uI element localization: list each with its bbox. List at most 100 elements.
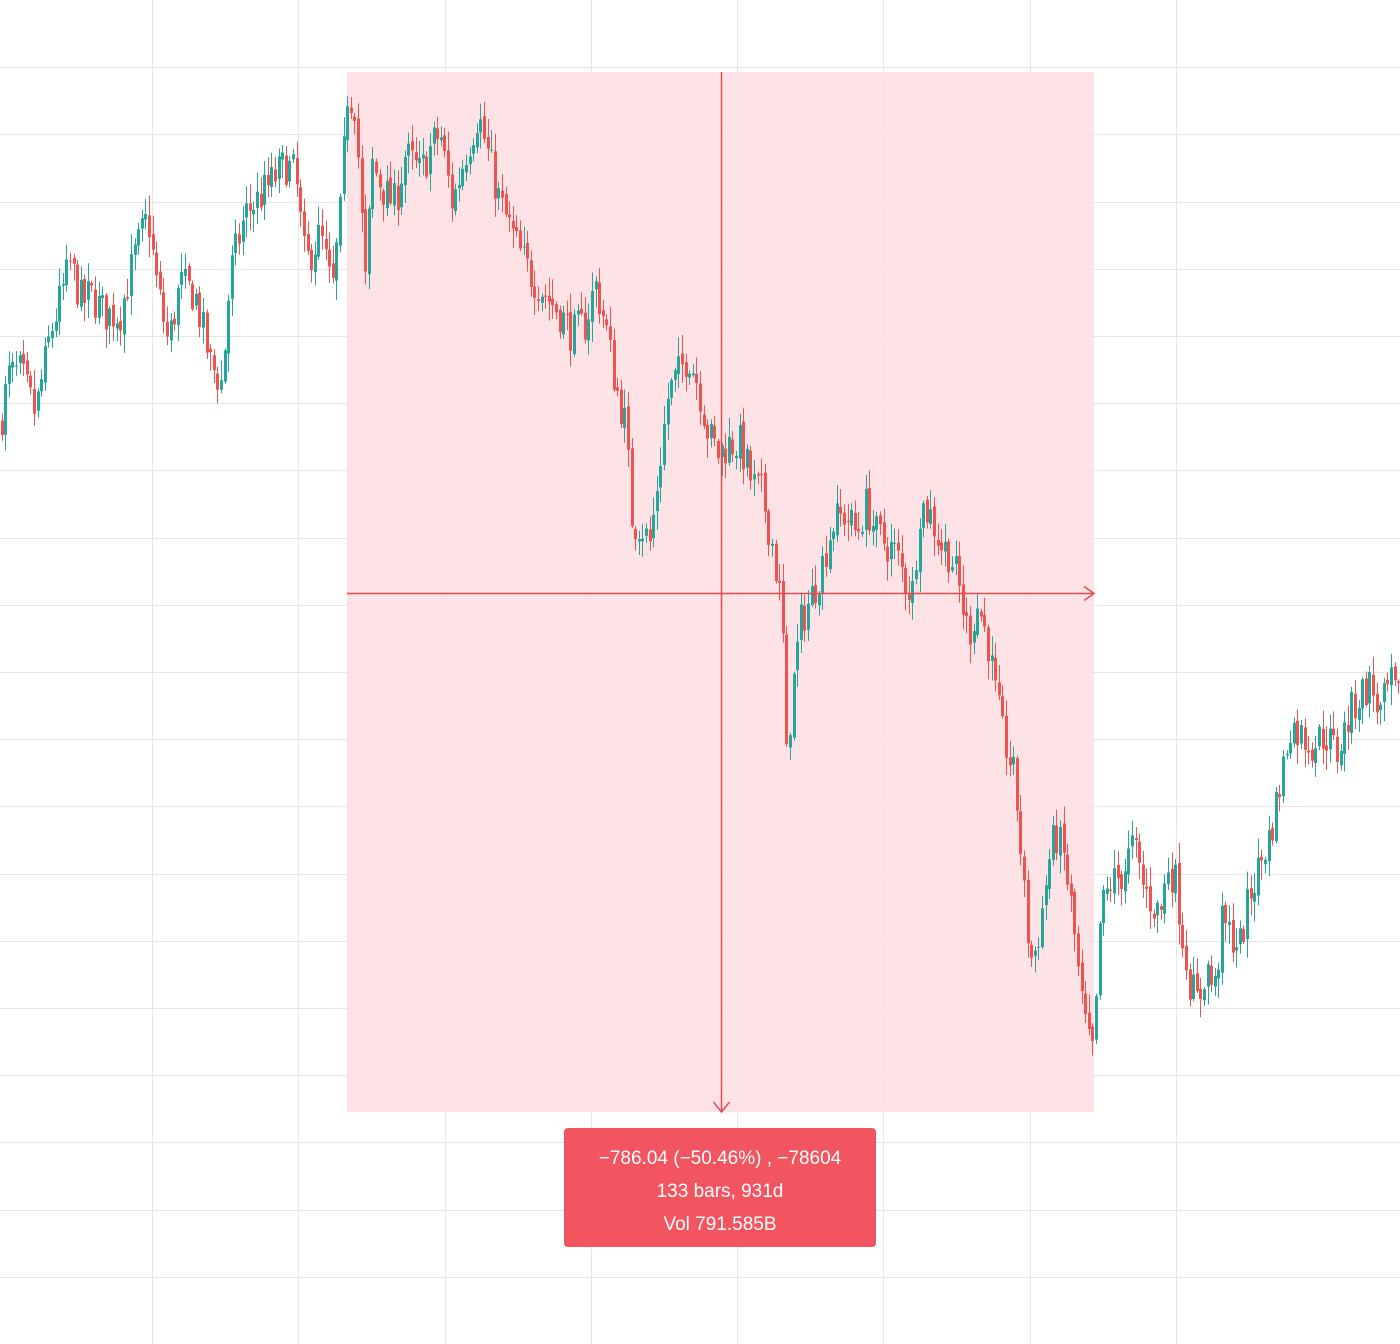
candle-body-down: [1307, 750, 1310, 753]
candle-body-up: [1037, 946, 1040, 948]
candle-body-up: [951, 567, 954, 571]
candle-body-up: [659, 466, 662, 488]
candle-body-up: [472, 145, 475, 154]
candle-body-up: [663, 424, 666, 465]
candle-body-down: [886, 546, 889, 562]
candle-body-up: [245, 203, 248, 218]
candle-body-up: [893, 542, 896, 544]
candle-body-up: [1264, 859, 1267, 865]
candle-body-up: [1293, 722, 1296, 744]
candle-body-down: [566, 314, 569, 316]
candle-body-up: [1289, 742, 1292, 754]
candle-body-up: [37, 391, 40, 411]
candle-body-up: [202, 312, 205, 328]
candle-body-down: [332, 263, 335, 278]
candle-body-down: [191, 283, 194, 309]
candle-body-up: [454, 189, 457, 212]
candle-body-down: [782, 580, 785, 634]
candle-body-down: [1, 420, 4, 435]
candle-body-down: [90, 283, 93, 286]
candle-body-up: [11, 361, 14, 368]
candle-body-up: [429, 146, 432, 175]
candle-body-up: [490, 149, 493, 151]
candle-body-down: [353, 116, 356, 121]
candle-body-up: [1221, 905, 1224, 973]
candle-body-down: [267, 174, 270, 186]
candle-body-up: [393, 183, 396, 206]
candle-body-down: [969, 615, 972, 645]
candle-body-down: [778, 580, 781, 583]
candle-body-down: [33, 388, 36, 414]
candle-body-up: [667, 398, 670, 425]
candle-body-up: [170, 320, 173, 341]
candle-body-up: [1228, 921, 1231, 925]
candle-body-down: [1325, 745, 1328, 751]
candle-body-down: [1394, 666, 1397, 681]
candle-body-up: [674, 370, 677, 380]
candle-body-down: [1081, 962, 1084, 992]
candle-body-down: [83, 279, 86, 303]
candle-body-up: [407, 143, 410, 156]
candle-body-up: [1300, 725, 1303, 744]
candle-body-down: [1084, 993, 1087, 1015]
candle-body-up: [404, 157, 407, 186]
candle-body-up: [1379, 704, 1382, 711]
candle-body-up: [44, 345, 47, 383]
candle-body-up: [386, 180, 389, 209]
candle-body-up: [343, 136, 346, 194]
candle-body-up: [292, 154, 295, 160]
candle-body-up: [739, 425, 742, 459]
candle-body-up: [177, 288, 180, 325]
candle-body-up: [51, 331, 54, 339]
candle-body-down: [1160, 906, 1163, 910]
candle-body-down: [825, 553, 828, 567]
candle-body-down: [425, 156, 428, 177]
candle-body-down: [1311, 749, 1314, 761]
candle-body-down: [1120, 874, 1123, 890]
candle-body-up: [1329, 728, 1332, 750]
candle-body-down: [303, 211, 306, 236]
candle-body-down: [159, 271, 162, 290]
candle-body-down: [1077, 933, 1080, 967]
candle-body-down: [494, 151, 497, 199]
candle-body-up: [1358, 707, 1361, 721]
candle-body-down: [325, 239, 328, 250]
candle-body-up: [595, 281, 598, 290]
candle-body-up: [134, 244, 137, 255]
candle-body-down: [415, 152, 418, 161]
candle-body-down: [1178, 862, 1181, 925]
candle-body-down: [501, 190, 504, 198]
candle-body-up: [400, 183, 403, 208]
candle-body-up: [753, 474, 756, 480]
candle-body-up: [231, 255, 234, 299]
candle-body-up: [1012, 756, 1015, 765]
candle-body-down: [94, 289, 97, 318]
candle-body-down: [105, 295, 108, 330]
candle-body-up: [577, 310, 580, 315]
candle-body-down: [980, 611, 983, 617]
candle-body-up: [1217, 969, 1220, 979]
candle-body-down: [1296, 720, 1299, 746]
candle-body-down: [1066, 854, 1069, 885]
candle-body-up: [670, 380, 673, 398]
candle-body-up: [1340, 750, 1343, 766]
candle-body-up: [865, 488, 868, 530]
candle-body-up: [335, 242, 338, 281]
candle-body-down: [1073, 891, 1076, 935]
candle-body-down: [731, 439, 734, 455]
candle-body-down: [361, 158, 364, 213]
candle-body-down: [73, 257, 76, 264]
candle-body-up: [573, 314, 576, 355]
candle-body-up: [929, 509, 932, 525]
candle-body-up: [735, 455, 738, 458]
candle-body-down: [1023, 856, 1026, 881]
candle-body-down: [296, 158, 299, 185]
candle-body-down: [1376, 693, 1379, 713]
candle-body-up: [1203, 989, 1206, 1001]
candle-body-down: [555, 304, 558, 313]
candle-body-down: [155, 252, 158, 276]
candle-body-down: [634, 529, 637, 540]
candle-body-up: [346, 106, 349, 141]
candle-body-down: [1347, 724, 1350, 732]
candle-body-down: [209, 348, 212, 353]
